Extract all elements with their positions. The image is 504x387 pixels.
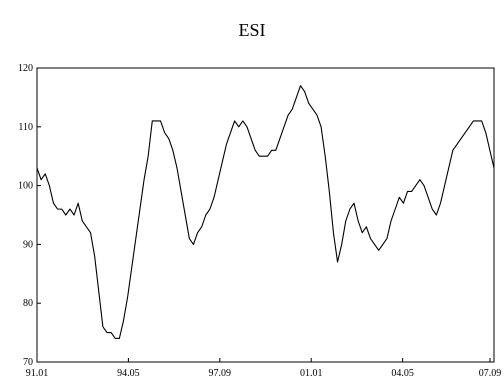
x-tick-label: 04.05	[391, 368, 414, 379]
x-tick-label: 94.05	[117, 368, 140, 379]
y-tick-label: 100	[18, 181, 33, 192]
x-tick-label: 91.01	[26, 368, 49, 379]
y-tick-label: 110	[18, 122, 33, 133]
y-tick-label: 90	[23, 239, 33, 250]
y-tick-label: 70	[23, 357, 33, 368]
ticks: 70 80 90 100 110 120 91.01 94.05 97.09 01.01 04.05…	[18, 63, 501, 379]
x-tick-label: 97.09	[209, 368, 232, 379]
chart-title: ESI	[238, 20, 266, 40]
y-tick-label: 80	[23, 298, 33, 309]
series-layer	[36, 85, 495, 340]
axes	[36, 67, 495, 363]
y-tick-label: 120	[18, 63, 33, 74]
x-tick-label: 01.01	[300, 368, 323, 379]
plot-frame	[36, 67, 495, 363]
x-tick-label: 07.09	[479, 368, 502, 379]
series-line-0	[36, 85, 495, 340]
